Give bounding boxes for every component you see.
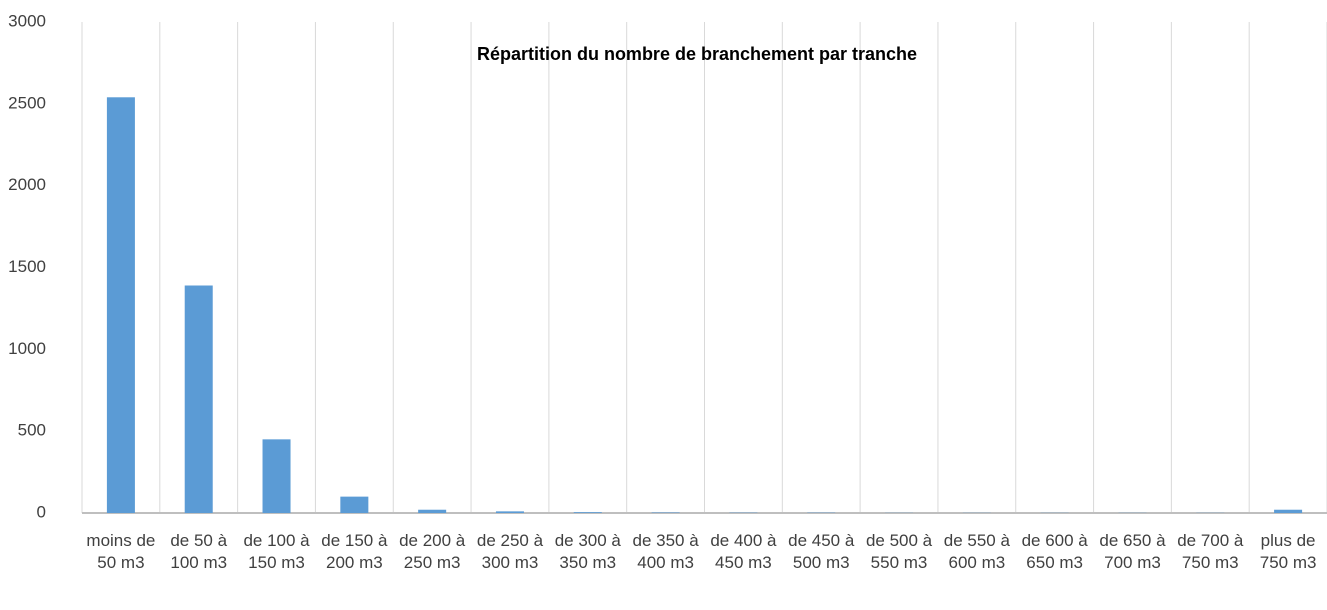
- x-tick-label: de 500 à 550 m3: [865, 531, 933, 572]
- x-tick-label: de 50 à 100 m3: [170, 531, 228, 572]
- y-tick-label: 3000: [8, 11, 46, 30]
- x-tick-label: de 250 à 300 m3: [476, 531, 544, 572]
- x-tick-label: de 200 à 250 m3: [399, 531, 466, 572]
- bar: [495, 511, 524, 513]
- x-tick-label: de 650 à 700 m3: [1099, 531, 1166, 572]
- x-tick-label: de 400 à 450 m3: [710, 531, 777, 572]
- bar: [418, 509, 447, 513]
- x-tick-label: de 550 à 600 m3: [943, 531, 1010, 572]
- bar: [340, 496, 369, 513]
- y-tick-label: 0: [37, 502, 46, 521]
- x-tick-label: de 600 à 650 m3: [1021, 531, 1088, 572]
- x-tick-label: de 700 à 750 m3: [1177, 531, 1244, 572]
- y-tick-label: 2000: [8, 175, 46, 194]
- x-tick-label: plus de 750 m3: [1259, 531, 1317, 572]
- x-tick-label: de 450 à 500 m3: [788, 531, 855, 572]
- x-tick-label: de 350 à 400 m3: [632, 531, 699, 572]
- y-tick-label: 1000: [8, 339, 46, 358]
- bar: [1274, 509, 1303, 513]
- bar: [573, 512, 602, 513]
- x-tick-label: de 100 à 150 m3: [243, 531, 310, 572]
- bar: [184, 285, 213, 513]
- y-tick-label: 1500: [8, 257, 46, 276]
- bar: [262, 439, 291, 513]
- y-tick-label: 500: [18, 421, 46, 440]
- x-tick-label: de 300 à 350 m3: [554, 531, 621, 572]
- chart-title: Répartition du nombre de branchement par…: [477, 44, 917, 64]
- x-tick-label: de 150 à 200 m3: [321, 531, 388, 572]
- x-tick-label: moins de 50 m3: [86, 531, 156, 572]
- bar: [106, 97, 135, 513]
- y-tick-label: 2500: [8, 93, 46, 112]
